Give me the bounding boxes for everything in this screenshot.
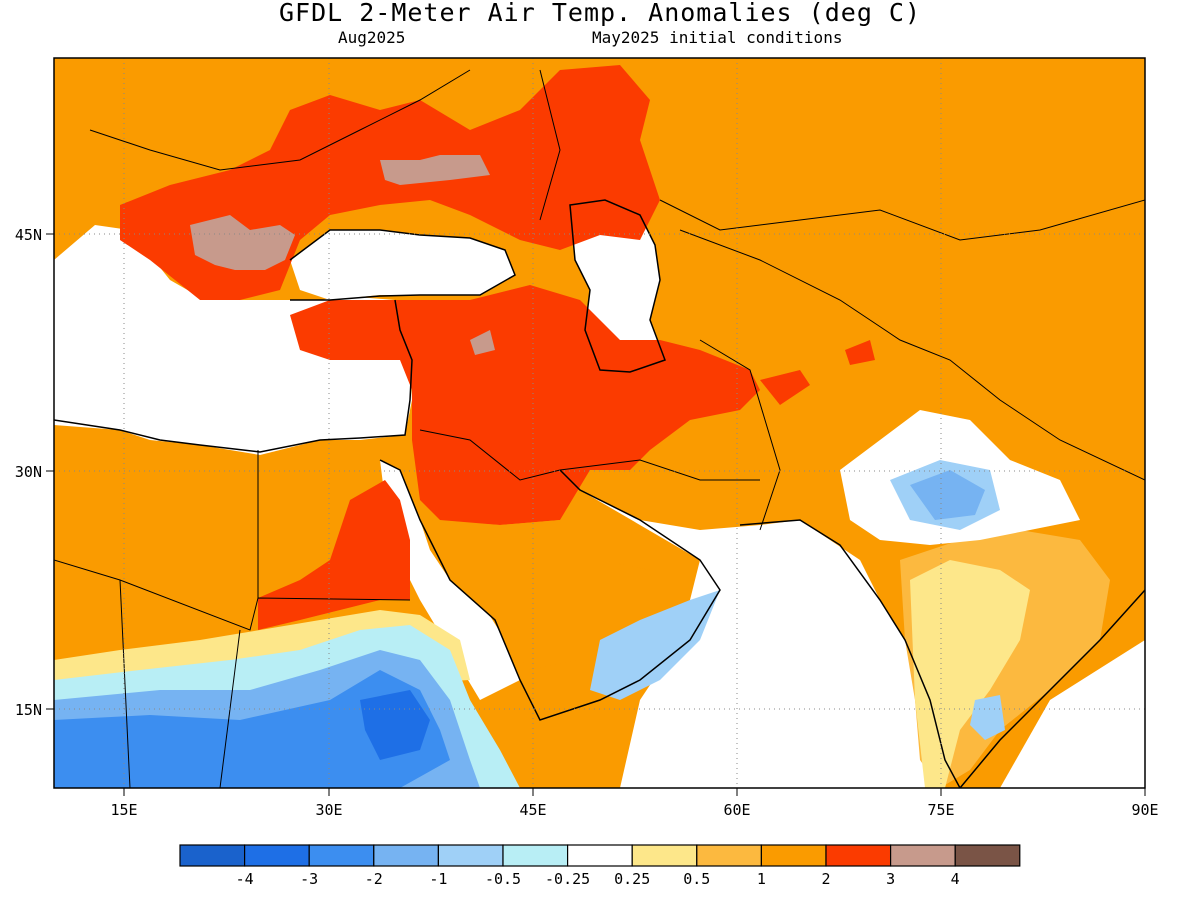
mediterranean-nodata [54, 225, 412, 455]
graticule [54, 58, 1145, 788]
colorbar-label: -3 [300, 870, 318, 888]
colorbar-label: 0.25 [614, 870, 650, 888]
colorbar-swatch [825, 844, 892, 867]
black-sea-nodata [290, 230, 515, 300]
colorbar-swatch [760, 844, 827, 867]
india-north-coldest [910, 470, 985, 520]
colorbar-label: -4 [236, 870, 254, 888]
red-anatolia-mesopotamia [290, 285, 760, 525]
chart-title: GFDL 2-Meter Air Temp. Anomalies (deg C) [278, 0, 922, 27]
colorbar-swatch [437, 844, 504, 867]
colorbar-swatch [244, 844, 310, 867]
colorbar-swatch [566, 844, 633, 867]
colorbar-swatch [889, 844, 956, 867]
longitude-labels: 15E 30E 45E 60E 75E 90E [110, 801, 1158, 819]
colorbar: -4 -3 -2 -1 -0.5 -0.25 0.25 0.5 1 2 3 4 [179, 844, 1021, 888]
initial-conditions-label: May2025 initial conditions [592, 28, 843, 47]
ethiopia-coldest [360, 690, 430, 760]
india-south-cold [970, 695, 1005, 740]
latitude-labels: 45N 30N 15N [15, 226, 42, 719]
lon-tick-label: 90E [1131, 801, 1158, 819]
colorbar-label: -0.25 [545, 870, 590, 888]
lat-tick-label: 30N [15, 463, 42, 481]
colorbar-label: 4 [951, 870, 960, 888]
india-warm-pale [910, 560, 1030, 788]
colorbar-swatch [696, 844, 762, 867]
lon-tick-label: 60E [723, 801, 750, 819]
red-iran-east [760, 370, 810, 405]
colorbar-label: -0.5 [485, 870, 521, 888]
colorbar-label: 0.5 [683, 870, 710, 888]
colorbar-swatch [954, 844, 1021, 867]
colorbar-label: -2 [365, 870, 383, 888]
colorbar-swatch [373, 844, 439, 867]
brown-russia [380, 155, 490, 185]
colorbar-swatch [308, 844, 375, 867]
bay-of-bengal-nodata [1000, 640, 1145, 788]
colorbar-label: 1 [757, 870, 766, 888]
brown-iraq [470, 330, 495, 355]
colorbar-swatch [502, 844, 569, 867]
borders [54, 69, 1145, 788]
colorbar-label: -1 [429, 870, 447, 888]
colorbar-label: 3 [886, 870, 895, 888]
lat-tick-label: 45N [15, 226, 42, 244]
sahel-cold-deep [54, 670, 450, 788]
colorbar-swatch [631, 844, 698, 867]
map-frame [53, 57, 1146, 789]
colorbar-label: 2 [821, 870, 830, 888]
brown-balkans [190, 215, 295, 270]
oman-coast-cold [590, 590, 720, 700]
lon-tick-label: 15E [110, 801, 137, 819]
coastlines [54, 199, 1145, 788]
red-egypt-sudan [258, 480, 410, 630]
lat-tick-label: 15N [15, 701, 42, 719]
tick-marks [46, 233, 1146, 796]
lon-tick-label: 45E [519, 801, 546, 819]
anomaly-field [54, 58, 1145, 788]
valid-month-label: Aug2025 [338, 28, 406, 47]
lon-tick-label: 30E [315, 801, 342, 819]
red-afghan [845, 340, 875, 365]
colorbar-swatch [179, 844, 246, 867]
lon-tick-label: 75E [927, 801, 954, 819]
